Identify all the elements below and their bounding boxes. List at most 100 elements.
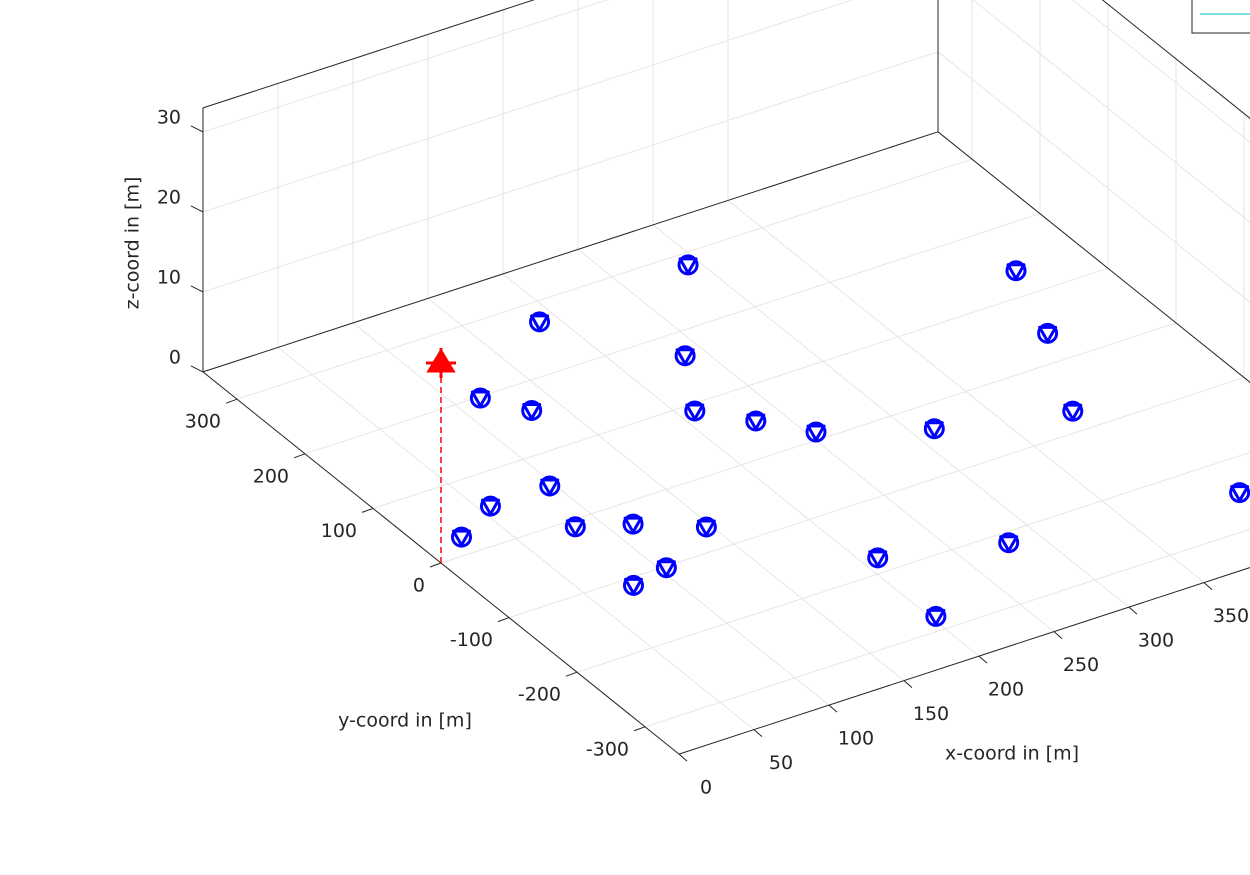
tick-mark bbox=[1203, 582, 1213, 590]
point bbox=[923, 418, 945, 440]
point bbox=[622, 574, 644, 596]
grid-line bbox=[372, 267, 1109, 509]
tick-mark bbox=[753, 729, 763, 737]
marker-triangle bbox=[1006, 263, 1026, 281]
tick-mark bbox=[1053, 631, 1063, 639]
axis-line bbox=[937, 131, 1250, 383]
grid-line bbox=[1071, 0, 1250, 143]
tick-mark bbox=[1128, 606, 1138, 615]
point bbox=[655, 557, 677, 579]
point bbox=[521, 399, 543, 421]
point bbox=[677, 254, 699, 276]
grid-line bbox=[508, 377, 1245, 619]
point bbox=[925, 605, 947, 627]
point bbox=[529, 311, 551, 333]
z-tick-label: 10 bbox=[157, 266, 181, 288]
point bbox=[1062, 400, 1084, 422]
marker-triangle bbox=[452, 529, 471, 547]
axis-line bbox=[202, 0, 535, 109]
marker-triangle bbox=[480, 498, 500, 516]
marker-triangle bbox=[678, 257, 698, 275]
tick-mark bbox=[903, 680, 913, 688]
legend bbox=[1191, 0, 1250, 34]
tick-mark bbox=[429, 562, 442, 568]
marker-triangle bbox=[999, 535, 1019, 553]
point bbox=[674, 345, 696, 367]
tick-mark bbox=[828, 704, 838, 713]
y-tick-label: 100 bbox=[321, 520, 357, 542]
marker-triangle bbox=[1038, 325, 1058, 343]
y-axis-label: y-coord in [m] bbox=[338, 710, 472, 732]
point bbox=[1229, 482, 1250, 504]
z-tick-label: 30 bbox=[157, 106, 181, 128]
tick-mark bbox=[190, 125, 204, 133]
tick-mark bbox=[633, 726, 646, 732]
point bbox=[469, 387, 491, 409]
x-tick-label: 100 bbox=[838, 728, 874, 750]
marker-triangle bbox=[746, 413, 766, 431]
tick-mark bbox=[678, 753, 688, 762]
grid-line bbox=[440, 322, 1177, 564]
x-tick-label: 250 bbox=[1063, 654, 1099, 676]
axis-line bbox=[202, 131, 939, 373]
marker-triangle bbox=[926, 608, 946, 626]
x-tick-label: 300 bbox=[1138, 630, 1174, 652]
point bbox=[1037, 322, 1059, 344]
x-tick-label: 200 bbox=[988, 679, 1024, 701]
marker-triangle bbox=[1230, 485, 1250, 503]
axis-line bbox=[1101, 0, 1250, 119]
marker-triangle bbox=[540, 478, 560, 496]
grid-line bbox=[972, 0, 1250, 223]
marker-triangle bbox=[623, 577, 643, 595]
marker-triangle bbox=[806, 424, 826, 442]
marker-triangle bbox=[530, 314, 550, 332]
tick-mark bbox=[497, 617, 510, 623]
y-tick-label: -300 bbox=[586, 738, 629, 760]
grid-line bbox=[644, 528, 1250, 728]
grid-line bbox=[202, 0, 854, 213]
point bbox=[479, 495, 501, 517]
point bbox=[745, 410, 767, 432]
x-tick-label: 350 bbox=[1213, 605, 1249, 627]
point bbox=[1005, 260, 1027, 282]
z-tick-label: 0 bbox=[169, 346, 181, 368]
z-axis-label: z-coord in [m] bbox=[122, 177, 144, 310]
grid-line bbox=[202, 51, 939, 293]
point bbox=[451, 526, 472, 548]
z-tick-label: 20 bbox=[157, 186, 181, 208]
x-tick-label: 0 bbox=[700, 777, 712, 799]
marker-triangle bbox=[522, 402, 542, 420]
axis-line bbox=[678, 567, 1250, 755]
tick-mark bbox=[190, 205, 204, 213]
tick-mark bbox=[565, 671, 578, 677]
point bbox=[695, 516, 717, 538]
x-tick-label: 150 bbox=[913, 703, 949, 725]
grid-line bbox=[937, 51, 1250, 303]
marker-plus bbox=[426, 348, 456, 378]
marker-triangle bbox=[675, 348, 695, 366]
tick-mark bbox=[225, 398, 238, 404]
marker-triangle bbox=[924, 421, 944, 439]
marker-triangle bbox=[623, 516, 643, 534]
marker-triangle bbox=[656, 560, 676, 578]
point bbox=[867, 547, 889, 569]
legend-box bbox=[1191, 0, 1250, 34]
x-axis-label: x-coord in [m] bbox=[945, 743, 1079, 765]
grid-line bbox=[202, 0, 609, 133]
marker-triangle bbox=[868, 550, 888, 568]
y-tick-label: -100 bbox=[450, 629, 493, 651]
point bbox=[622, 513, 644, 535]
y-tick-label: 0 bbox=[413, 575, 425, 597]
grid-line bbox=[937, 131, 1250, 383]
point bbox=[539, 475, 561, 497]
point bbox=[426, 348, 456, 378]
tick-mark bbox=[361, 507, 374, 513]
point bbox=[805, 421, 827, 443]
grid-line bbox=[236, 158, 973, 400]
marker-triangle bbox=[685, 403, 705, 421]
point bbox=[564, 516, 586, 538]
x-tick-label: 50 bbox=[769, 752, 793, 774]
marker-triangle bbox=[565, 519, 585, 537]
point bbox=[998, 532, 1020, 554]
